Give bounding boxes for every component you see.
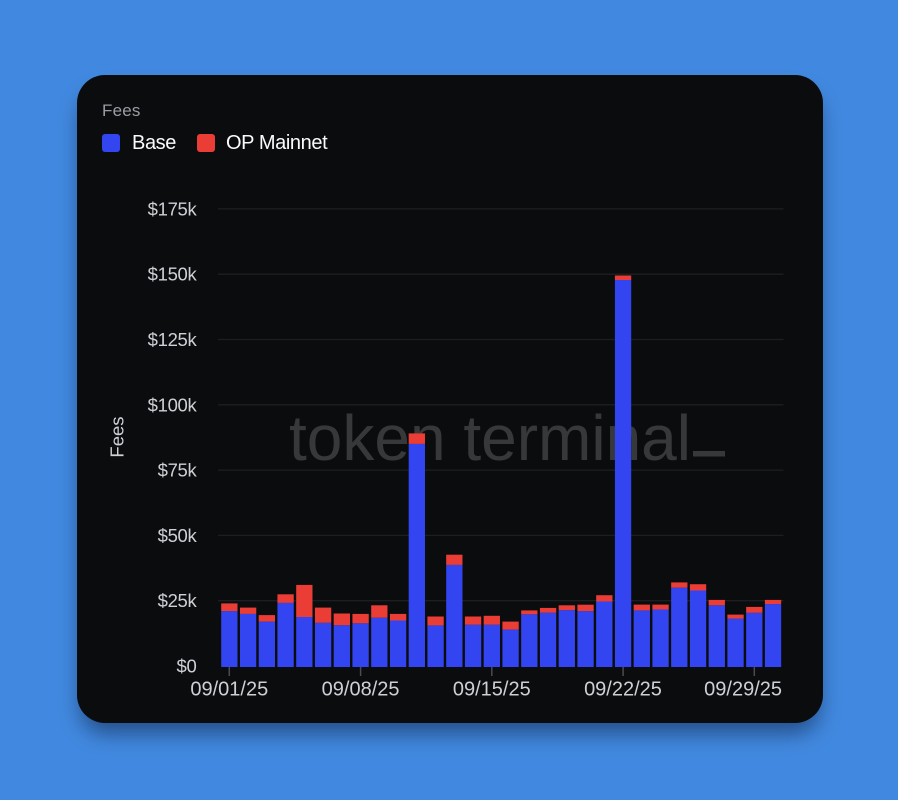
svg-text:09/22/25: 09/22/25 xyxy=(584,679,662,701)
svg-text:$100k: $100k xyxy=(148,394,198,415)
svg-text:09/08/25: 09/08/25 xyxy=(322,679,400,701)
svg-text:09/01/25: 09/01/25 xyxy=(190,679,268,701)
svg-text:$0: $0 xyxy=(177,656,197,677)
svg-text:09/29/25: 09/29/25 xyxy=(704,679,782,701)
svg-text:$150k: $150k xyxy=(148,264,198,285)
svg-text:$175k: $175k xyxy=(148,198,198,219)
svg-text:$25k: $25k xyxy=(158,590,198,611)
svg-text:$75k: $75k xyxy=(158,460,198,481)
svg-text:$125k: $125k xyxy=(148,329,198,350)
svg-text:Fees: Fees xyxy=(107,416,128,457)
svg-text:09/15/25: 09/15/25 xyxy=(453,679,531,701)
svg-text:$50k: $50k xyxy=(158,525,198,546)
